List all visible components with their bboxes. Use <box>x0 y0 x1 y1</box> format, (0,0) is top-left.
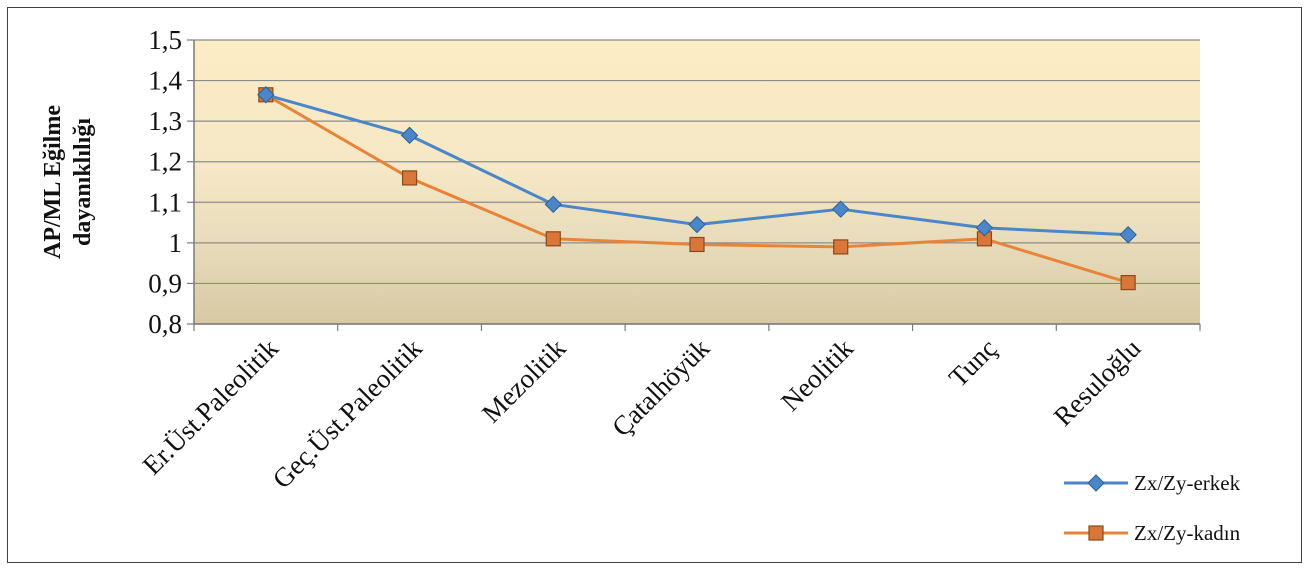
y-tick-label: 1,5 <box>148 25 182 55</box>
data-point-square <box>1120 275 1136 291</box>
data-point-diamond <box>257 86 275 104</box>
x-tick-label: Er.Üst.Paleolitik <box>137 333 285 481</box>
legend-label: Zx/Zy-kadın <box>1134 521 1241 545</box>
data-point-diamond <box>400 126 419 145</box>
axes <box>193 40 1201 331</box>
data-point-square <box>545 231 561 247</box>
data-point-diamond <box>975 219 994 237</box>
x-tick-label: Neolitik <box>775 333 859 417</box>
y-axis-title: AP/ML Eğilme dayanıklılığı <box>40 105 96 259</box>
x-tick-label: Çatalhöyük <box>606 333 716 443</box>
legend-marker-diamond <box>1087 474 1105 492</box>
x-tick-label: Mezolitik <box>476 333 572 429</box>
legend-item: Zx/Zy-erkek <box>1064 471 1241 495</box>
y-tick-label: 1,4 <box>148 66 182 96</box>
legend-item: Zx/Zy-kadın <box>1064 521 1241 545</box>
y-axis-title-line: dayanıklılığı <box>70 118 96 246</box>
data-point-square <box>833 239 849 255</box>
series-group <box>257 86 1137 291</box>
y-tick-label: 1,2 <box>148 147 182 177</box>
legend-label: Zx/Zy-erkek <box>1134 471 1241 495</box>
legend-marker-square <box>1088 525 1104 541</box>
series-kadin <box>258 87 1136 291</box>
x-tick-label: Geç.Üst.Paleolitik <box>267 333 429 495</box>
y-tick-label: 0,9 <box>148 268 182 298</box>
data-point-diamond <box>688 215 706 234</box>
y-tick-labels: 1,5 1,4 1,3 1,2 1,1 1 0,9 0,8 <box>148 25 182 339</box>
x-tick-label: Resuloğlu <box>1048 333 1147 432</box>
data-point-square <box>689 236 705 253</box>
y-tick-label: 1,1 <box>148 187 182 217</box>
y-axis-title-line: AP/ML Eğilme <box>40 105 66 259</box>
series-erkek <box>257 86 1137 244</box>
y-tick-label: 1 <box>169 228 183 258</box>
data-point-diamond <box>544 195 562 214</box>
y-tick-label: 1,3 <box>148 106 182 136</box>
plot-area <box>194 40 1200 324</box>
data-point-square <box>401 170 418 186</box>
legend: Zx/Zy-erkek Zx/Zy-kadın <box>1064 471 1241 545</box>
data-point-diamond <box>832 200 850 218</box>
data-point-diamond <box>1119 226 1137 244</box>
x-tick-label: Tunç <box>943 333 1003 393</box>
y-tick-label: 0,8 <box>148 309 182 339</box>
